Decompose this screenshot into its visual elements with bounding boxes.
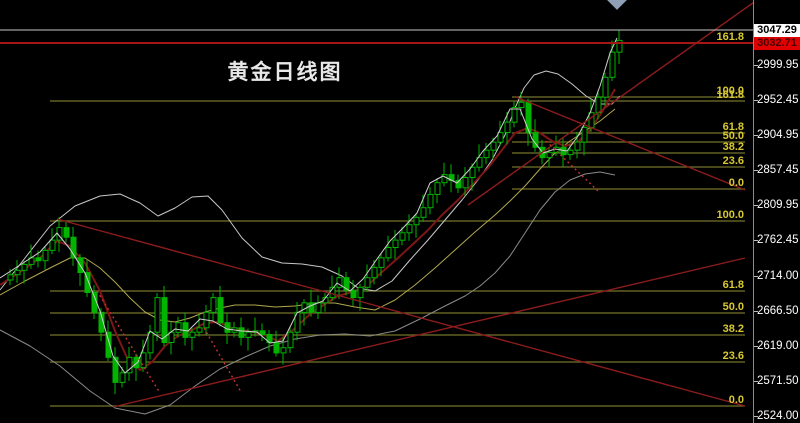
fib-level-label: 100.0 <box>716 85 744 97</box>
axis-tick <box>754 345 758 347</box>
fib-level-label: 161.8 <box>716 89 744 101</box>
price-axis-label: 2714.00 <box>757 269 799 282</box>
axis-tick <box>754 64 758 66</box>
price-axis-label: 2857.45 <box>757 163 799 176</box>
axis-tick <box>754 239 758 241</box>
price-axis-label: 2809.95 <box>757 198 799 211</box>
fib-level-label: 50.0 <box>722 130 744 142</box>
fib-level-label: 50.0 <box>722 301 744 313</box>
fib-level-label: 161.8 <box>716 31 744 43</box>
price-axis-label: 2571.50 <box>757 374 799 387</box>
fib-level-label: 23.6 <box>722 350 744 362</box>
price-axis-label: 2524.00 <box>757 409 799 422</box>
fib-level-label: 38.2 <box>722 323 744 335</box>
fib-level-label: 0.0 <box>728 394 744 406</box>
price-axis-label: 2762.45 <box>757 233 799 246</box>
price-axis-label: 2666.50 <box>757 304 799 317</box>
fib-level-label: 23.6 <box>722 155 744 167</box>
price-axis: 3047.29 2999.95 2952.45 2904.95 2857.45 2809.… <box>753 0 800 423</box>
high-price-box: 3047.29 <box>754 24 800 37</box>
fib-level-label: 100.0 <box>716 209 744 221</box>
axis-tick <box>754 380 758 382</box>
axis-tick <box>754 310 758 312</box>
price-axis-label: 2999.95 <box>757 58 799 71</box>
fib-level-label: 38.2 <box>722 141 744 153</box>
axis-tick <box>754 169 758 171</box>
fib-level-label: 0.0 <box>728 177 744 189</box>
price-axis-label: 2619.00 <box>757 339 799 352</box>
fib-level-label: 61.8 <box>722 121 744 133</box>
last-price-box: 3032.71 <box>754 37 800 50</box>
axis-tick <box>754 275 758 277</box>
candlestick-plot[interactable] <box>0 0 753 423</box>
price-axis-label: 2904.95 <box>757 128 799 141</box>
axis-tick <box>754 415 758 417</box>
axis-tick <box>754 204 758 206</box>
price-axis-label: 2952.45 <box>757 93 799 106</box>
fib-level-label: 61.8 <box>722 279 744 291</box>
chart-title: 黄金日线图 <box>227 60 343 84</box>
axis-tick <box>754 99 758 101</box>
axis-tick <box>754 134 758 136</box>
